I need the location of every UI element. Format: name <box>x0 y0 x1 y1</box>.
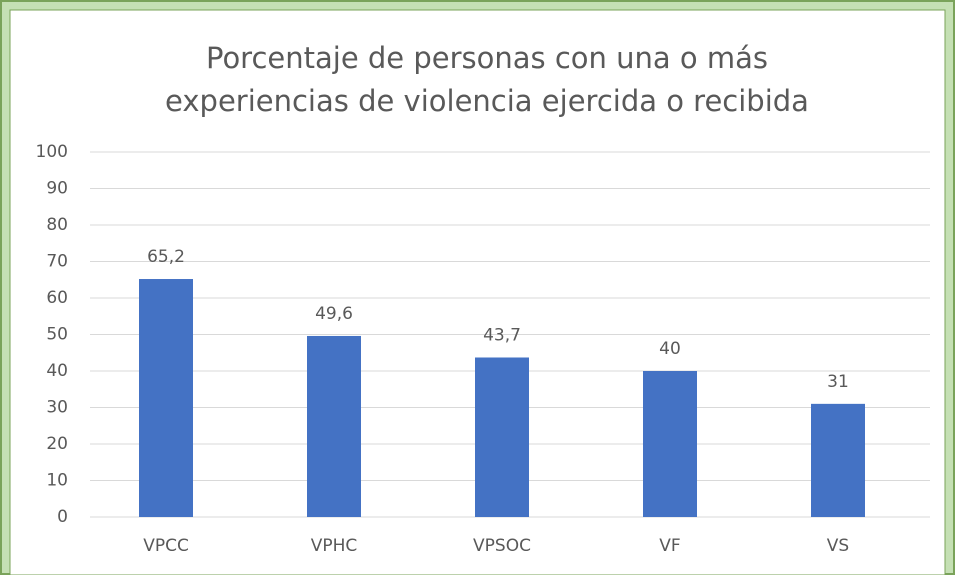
data-label: 49,6 <box>315 304 353 324</box>
y-tick-label: 70 <box>46 252 68 272</box>
chart-title: Porcentaje de personas con una o más <box>206 41 768 75</box>
y-tick-label: 20 <box>46 434 68 454</box>
y-tick-label: 50 <box>46 325 68 345</box>
y-tick-label: 60 <box>46 288 68 308</box>
bar <box>307 335 361 517</box>
bar <box>643 371 697 517</box>
data-label: 43,7 <box>483 325 521 345</box>
bar <box>139 279 193 517</box>
y-tick-label: 40 <box>46 361 68 381</box>
y-tick-label: 10 <box>46 471 68 491</box>
bar <box>475 357 529 517</box>
y-tick-label: 30 <box>46 398 68 418</box>
y-tick-label: 100 <box>36 142 68 162</box>
data-label: 40 <box>659 339 681 359</box>
x-tick-label: VPSOC <box>473 536 531 556</box>
x-tick-label: VPCC <box>143 536 189 556</box>
y-tick-label: 90 <box>46 179 68 199</box>
data-label: 31 <box>827 372 849 392</box>
x-tick-label: VS <box>827 536 849 556</box>
data-label: 65,2 <box>147 247 185 267</box>
x-tick-label: VPHC <box>311 536 358 556</box>
chart-title: experiencias de violencia ejercida o rec… <box>165 84 809 118</box>
y-tick-label: 0 <box>57 507 68 527</box>
y-tick-label: 80 <box>46 215 68 235</box>
x-tick-label: VF <box>659 536 680 556</box>
bar <box>811 403 865 517</box>
